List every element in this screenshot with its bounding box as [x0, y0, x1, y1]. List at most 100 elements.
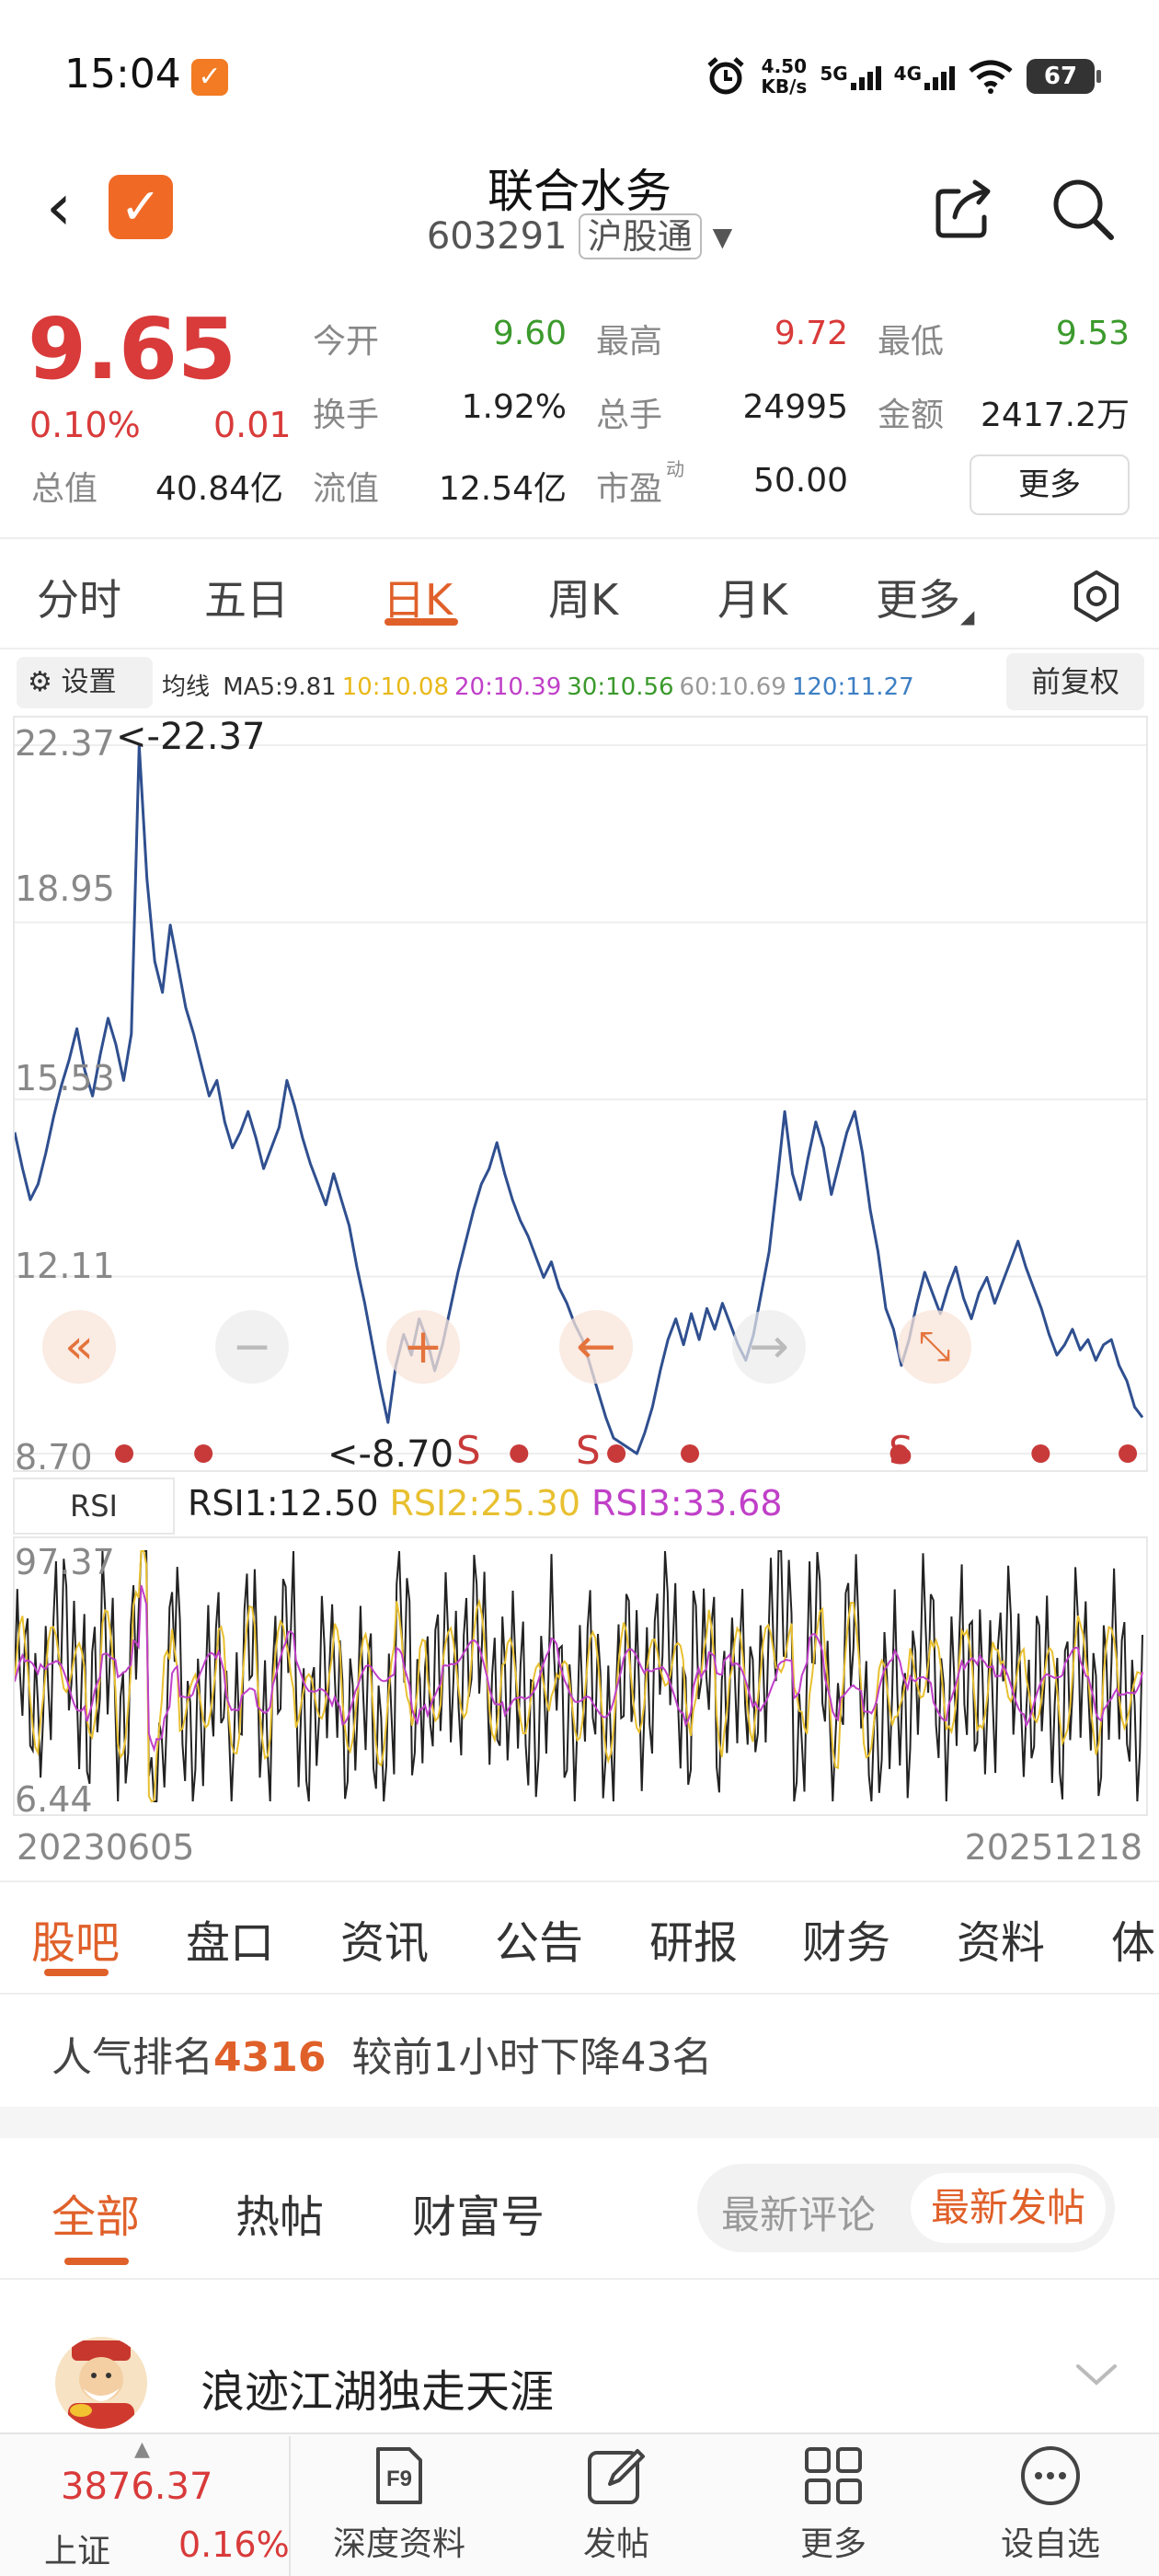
tab-announcements[interactable]: 公告	[495, 1917, 584, 1969]
more-dots-icon	[1021, 2446, 1080, 2505]
float-value-label: 流值	[313, 470, 380, 508]
rewind-button[interactable]: «	[42, 1310, 116, 1384]
hexagon-settings-icon[interactable]	[1067, 567, 1126, 626]
share-icon[interactable]	[931, 175, 999, 243]
signal-dot	[1119, 1444, 1138, 1463]
amount-value: 2417.2万	[981, 397, 1130, 434]
post-author[interactable]: 浪迹江湖独走天涯	[201, 2366, 555, 2418]
scroll-left-button[interactable]: ←	[559, 1310, 633, 1384]
status-time: 15:04	[64, 51, 181, 98]
adjust-button[interactable]: 前复权	[1006, 653, 1144, 710]
volume-value: 24995	[742, 388, 848, 426]
wifi-icon	[969, 60, 1013, 94]
index-percent[interactable]: 0.16%	[178, 2524, 290, 2565]
avatar[interactable]	[55, 2337, 147, 2429]
signal-dot	[115, 1444, 134, 1463]
total-value: 40.84亿	[155, 470, 283, 508]
tab-pankou[interactable]: 盘口	[186, 1917, 275, 1969]
signal-dot	[607, 1444, 626, 1463]
sell-signal-label: S	[576, 1428, 601, 1473]
tab-partial[interactable]: 体	[1111, 1917, 1156, 1969]
ma-value: 20:10.39	[453, 673, 562, 701]
tab-monthly-k[interactable]: 月K	[717, 575, 788, 625]
low-value: 9.53	[1055, 315, 1130, 352]
y-tick-label: 8.70	[15, 1437, 93, 1478]
gear-icon: ⚙	[28, 666, 52, 698]
signal-dot	[1031, 1444, 1050, 1463]
status-icons: 4.50 KB/s 5G 4G 67	[704, 53, 1101, 99]
chevron-down-icon[interactable]	[1069, 2346, 1124, 2401]
chart-settings-button[interactable]: ⚙ 设置	[17, 657, 153, 708]
tab-weekly-k[interactable]: 周K	[548, 575, 619, 625]
caret-up-icon[interactable]: ▲	[134, 2438, 150, 2461]
high-value: 9.72	[774, 315, 848, 352]
tab-more[interactable]: 更多◢	[876, 575, 975, 627]
alarm-icon	[707, 57, 745, 95]
tab-five-day[interactable]: 五日	[204, 575, 289, 625]
battery-icon: 67	[1027, 59, 1101, 94]
min-price-marker: <-8.70	[327, 1433, 454, 1476]
zoom-in-button[interactable]: +	[386, 1310, 460, 1384]
rsi-legend: RSI1:12.50 RSI2:25.30 RSI3:33.68	[188, 1483, 794, 1524]
signal-dot	[194, 1444, 213, 1463]
high-label: 最高	[596, 323, 663, 361]
tab-guba[interactable]: 股吧	[31, 1917, 120, 1969]
tab-profile[interactable]: 资料	[957, 1917, 1046, 1969]
amount-label: 金额	[878, 397, 945, 434]
rsi-chart-svg	[14, 1550, 1143, 1803]
index-value[interactable]: 3876.37	[61, 2466, 213, 2508]
ma-value: 120:11.27	[791, 673, 914, 701]
period-tabs: 分时 五日 日K 周K 月K 更多◢	[0, 550, 1159, 651]
nav-add-watchlist[interactable]: 设自选	[958, 2444, 1142, 2565]
content-tabs: 股吧 盘口 资讯 公告 研报 财务 资料 体	[0, 1882, 1159, 1993]
open-label: 今开	[313, 323, 380, 361]
zoom-out-button[interactable]: −	[215, 1310, 289, 1384]
ma-value: 60:10.69	[679, 673, 786, 701]
scroll-right-button[interactable]: →	[732, 1310, 806, 1384]
y-tick-label: 12.11	[15, 1246, 115, 1286]
popularity-ranking: 人气排名4316 较前1小时下降43名	[52, 2034, 713, 2081]
tab-daily-k[interactable]: 日K	[383, 575, 453, 625]
tab-news[interactable]: 资讯	[340, 1917, 430, 1969]
divider	[0, 1880, 1159, 1882]
nav-more[interactable]: 更多	[741, 2444, 925, 2565]
sort-latest-post[interactable]: 最新发帖	[911, 2173, 1106, 2243]
signal-dot	[889, 1444, 909, 1463]
triangle-down-icon[interactable]: ▼	[712, 221, 733, 252]
divider	[0, 648, 1159, 650]
connect-badge: 沪股通	[578, 213, 702, 259]
subtab-caifuhao[interactable]: 财富号	[412, 2191, 545, 2243]
nav-deep-data[interactable]: F9 深度资料	[307, 2444, 491, 2565]
rsi-chart[interactable]	[13, 1536, 1148, 1816]
open-value: 9.60	[492, 315, 567, 352]
more-quote-button[interactable]: 更多	[970, 454, 1130, 515]
ma-value: MA5:9.81	[223, 673, 337, 701]
rsi-indicator-button[interactable]: RSI	[13, 1478, 175, 1535]
sort-latest-comment[interactable]: 最新评论	[721, 2192, 877, 2237]
volume-label: 总手	[596, 397, 663, 434]
ma-legend: 均线 MA5:9.81 10:10.08 20:10.39 30:10.56 60:10…	[162, 673, 914, 701]
tab-intraday[interactable]: 分时	[37, 575, 121, 625]
status-bar: 15:04 ✓ 4.50 KB/s 5G 4G 67	[0, 0, 1159, 147]
sell-signal-label: S	[889, 1428, 913, 1473]
net-speed: 4.50 KB/s	[761, 55, 808, 98]
back-icon[interactable]: ‹	[46, 169, 72, 245]
subtab-hot[interactable]: 热帖	[235, 2191, 325, 2243]
divider	[0, 537, 1159, 539]
tab-finance[interactable]: 财务	[802, 1917, 891, 1969]
search-icon[interactable]	[1049, 175, 1117, 243]
fullscreen-button[interactable]: ⤡	[898, 1310, 971, 1384]
index-name[interactable]: 上证	[44, 2533, 111, 2570]
rsi1-line	[14, 1550, 1143, 1802]
stock-code-row[interactable]: 603291 沪股通 ▼	[0, 213, 1159, 259]
svg-text:F9: F9	[386, 2467, 412, 2491]
section-separator	[0, 2107, 1159, 2138]
subtab-all[interactable]: 全部	[52, 2191, 141, 2243]
signal-4g-icon: 4G	[894, 63, 955, 90]
period-tab-underline	[384, 618, 458, 626]
tab-research[interactable]: 研报	[649, 1917, 739, 1969]
nav-post[interactable]: 发帖	[524, 2444, 708, 2565]
rsi-y-tick-label: 97.37	[15, 1542, 115, 1582]
current-price: 9.65	[28, 300, 236, 398]
content-tab-underline	[44, 1969, 109, 1976]
